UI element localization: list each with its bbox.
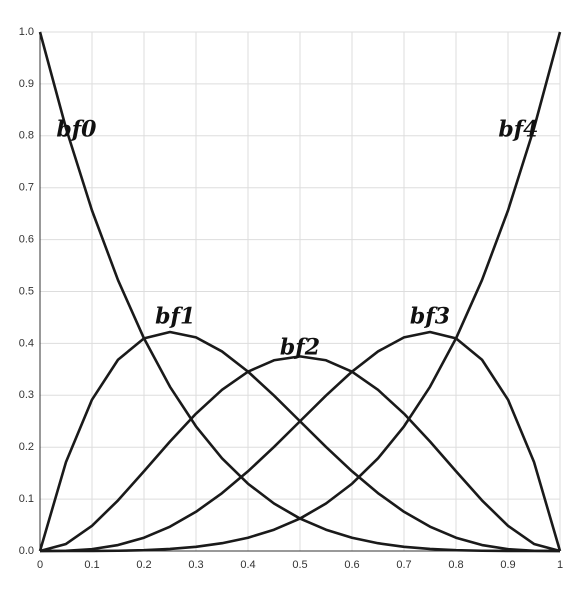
- x-tick-label: 0.6: [344, 559, 359, 571]
- y-tick-label: 0.2: [19, 441, 34, 453]
- series-label: bf3: [410, 303, 450, 329]
- series-label: bf2: [280, 335, 320, 361]
- y-tick-label: 1.0: [19, 26, 34, 38]
- series-line: [39, 355, 561, 553]
- series-label: bf4: [498, 117, 538, 143]
- y-tick-label: 0.9: [19, 78, 34, 90]
- x-tick-label: 0.1: [84, 559, 99, 571]
- y-tick-label: 0.8: [19, 130, 34, 142]
- series-line: [40, 31, 562, 553]
- y-tick-label: 0.1: [19, 493, 34, 505]
- x-tick-label: 0.7: [396, 559, 411, 571]
- x-tick-label: 0.2: [136, 559, 151, 571]
- y-tick-label: 0.6: [19, 234, 34, 246]
- series-line: [39, 330, 562, 553]
- x-tick-label: 0.8: [448, 559, 463, 571]
- y-tick-label: 0.7: [19, 182, 34, 194]
- y-tick-label: 0.4: [19, 337, 34, 349]
- y-tick-label: 0.0: [19, 545, 34, 557]
- y-tick-label: 0.5: [19, 285, 34, 297]
- x-tick-label: 0.9: [500, 559, 515, 571]
- x-tick-label: 0.5: [292, 559, 307, 571]
- series-label: bf1: [155, 303, 195, 329]
- x-tick-label: 0.3: [188, 559, 203, 571]
- y-tick-label: 0.3: [19, 389, 34, 401]
- x-tick-label: 1: [557, 559, 563, 571]
- series-label: bf0: [56, 117, 97, 143]
- x-tick-label: 0: [37, 559, 43, 571]
- x-tick-label: 0.4: [240, 559, 255, 571]
